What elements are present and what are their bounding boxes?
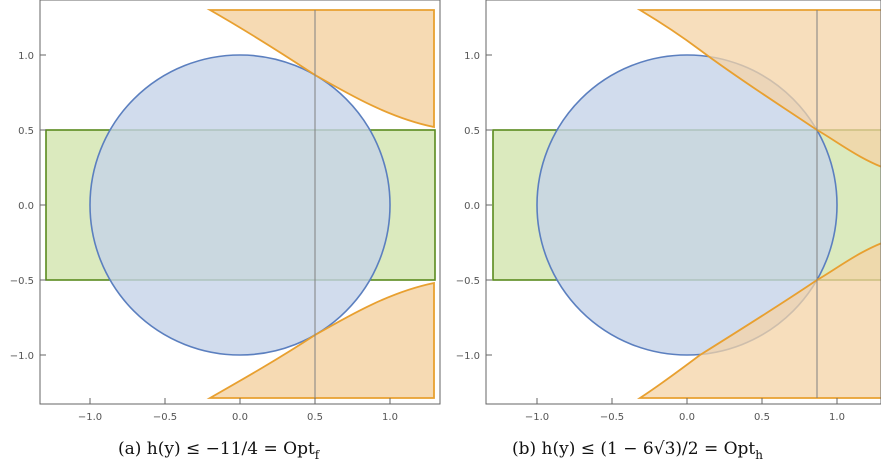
- y-ticks: 1.0 0.5 0.0 −0.5 −1.0: [456, 51, 492, 362]
- x-tick-label: −1.0: [78, 412, 102, 423]
- x-tick-label: 1.0: [382, 412, 398, 423]
- upper-feasible-region: [636, 9, 881, 168]
- y-tick-label: 1.0: [464, 51, 480, 62]
- y-tick-label: −1.0: [10, 351, 34, 362]
- y-tick-label: −0.5: [10, 276, 34, 287]
- unit-circle: [89, 54, 391, 356]
- caption-a: (a) h(y) ≤ −11/4 = Optf: [118, 439, 321, 462]
- x-ticks: −1.0 −0.5 0.0 0.5 1.0: [525, 398, 845, 423]
- y-tick-label: 0.5: [18, 126, 34, 137]
- y-ticks: 1.0 0.5 0.0 −0.5 −1.0: [10, 51, 46, 362]
- plot-frame: [485, 0, 881, 405]
- x-ticks: −1.0 −0.5 0.0 0.5 1.0: [78, 398, 398, 423]
- y-tick-label: −1.0: [456, 351, 480, 362]
- x-tick-label: −0.5: [153, 412, 177, 423]
- y-tick-label: 0.0: [18, 201, 34, 212]
- x-tick-label: 0.0: [232, 412, 248, 423]
- caption-b: (b) h(y) ≤ (1 − 6√3)/2 = Opth: [512, 439, 763, 462]
- x-tick-label: 1.0: [829, 412, 845, 423]
- y-tick-label: −0.5: [456, 276, 480, 287]
- y-tick-label: 0.0: [464, 201, 480, 212]
- y-tick-label: 0.5: [464, 126, 480, 137]
- x-tick-label: 0.0: [679, 412, 695, 423]
- unit-circle: [536, 54, 838, 356]
- y-tick-label: 1.0: [18, 51, 34, 62]
- x-tick-label: −0.5: [600, 412, 624, 423]
- x-tick-label: 0.5: [307, 412, 323, 423]
- lower-feasible-region: [636, 242, 881, 399]
- x-tick-label: −1.0: [525, 412, 549, 423]
- panel-b: 1.0 0.5 0.0 −0.5 −1.0 −1.0 −0.5 0.0 0.5 …: [456, 0, 881, 462]
- panel-a: 1.0 0.5 0.0 −0.5 −1.0 −1.0 −0.5 0.0 0.5 …: [10, 0, 441, 462]
- x-tick-label: 0.5: [754, 412, 770, 423]
